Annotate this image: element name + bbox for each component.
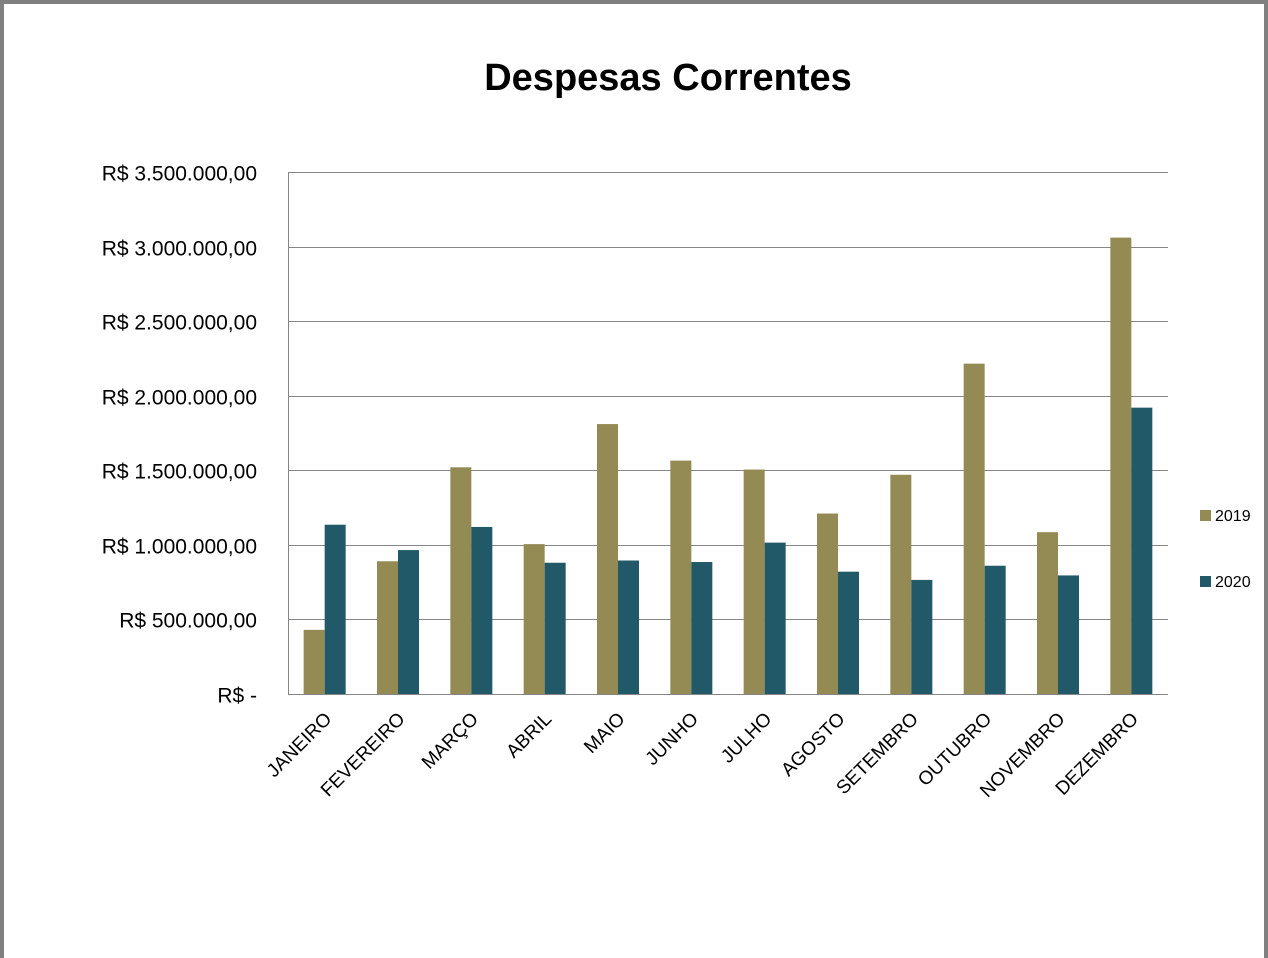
legend-swatch-2020 <box>1200 576 1211 587</box>
bar-2019-maio <box>597 424 618 694</box>
y-tick-label: R$ 3.500.000,00 <box>102 163 257 186</box>
y-tick-label: R$ 3.000.000,00 <box>102 238 257 261</box>
bar-2019-abril <box>523 544 545 694</box>
legend-label-2019: 2019 <box>1215 508 1251 525</box>
axis-layer <box>288 172 1168 695</box>
y-tick-label: R$ 2.000.000,00 <box>102 387 257 410</box>
bar-2019-setembro <box>890 474 912 694</box>
bar-2020-novembro <box>1058 575 1079 694</box>
bar-layer <box>303 237 1153 694</box>
chart-title: Despesas Correntes <box>484 57 852 99</box>
x-tick-label: MAIO <box>580 709 629 758</box>
bar-2020-abril <box>544 562 566 694</box>
bar-2019-novembro <box>1037 532 1058 694</box>
y-tick-label: R$ 500.000,00 <box>119 610 257 633</box>
bar-2020-janeiro <box>324 524 346 694</box>
x-tick-label: AGOSTO <box>777 709 849 781</box>
bar-2020-julho <box>764 542 786 694</box>
bar-2020-setembro <box>911 579 933 694</box>
y-tick-labels: R$ - R$ 500.000,00 R$ 1.000.000,00 R$ 1.500… <box>102 163 257 708</box>
grid-layer <box>288 172 1168 620</box>
x-tick-label: JUNHO <box>642 709 703 770</box>
bar-2019-junho <box>670 460 692 694</box>
bar-2020-maio <box>618 560 639 694</box>
bar-2020-agosto <box>838 571 859 694</box>
bar-2020-dezembro <box>1131 407 1153 694</box>
bar-2020-fevereiro <box>398 550 419 694</box>
y-tick-label: R$ - <box>217 685 257 708</box>
legend-label-2020: 2020 <box>1215 574 1251 591</box>
bar-2019-março <box>450 467 472 694</box>
bar-2019-outubro <box>963 363 985 694</box>
bar-2019-janeiro <box>303 629 325 694</box>
bar-2019-agosto <box>817 513 838 694</box>
y-tick-label: R$ 2.500.000,00 <box>102 312 257 335</box>
x-tick-label: JANEIRO <box>263 709 336 782</box>
y-tick-label: R$ 1.000.000,00 <box>102 536 257 559</box>
y-tick-label: R$ 1.500.000,00 <box>102 461 257 484</box>
bar-2019-julho <box>743 469 765 694</box>
bar-2020-março <box>471 526 493 694</box>
x-tick-label: ABRIL <box>503 709 557 763</box>
x-tick-label: MARÇO <box>418 709 483 774</box>
bar-2019-dezembro <box>1110 237 1132 694</box>
bar-2020-junho <box>691 562 713 694</box>
x-tick-label: JULHO <box>717 709 776 768</box>
bar-2020-outubro <box>984 565 1006 694</box>
bar-2019-fevereiro <box>377 561 398 694</box>
legend-swatch-2019 <box>1200 510 1211 521</box>
legend: 2019 2020 <box>1200 508 1251 591</box>
